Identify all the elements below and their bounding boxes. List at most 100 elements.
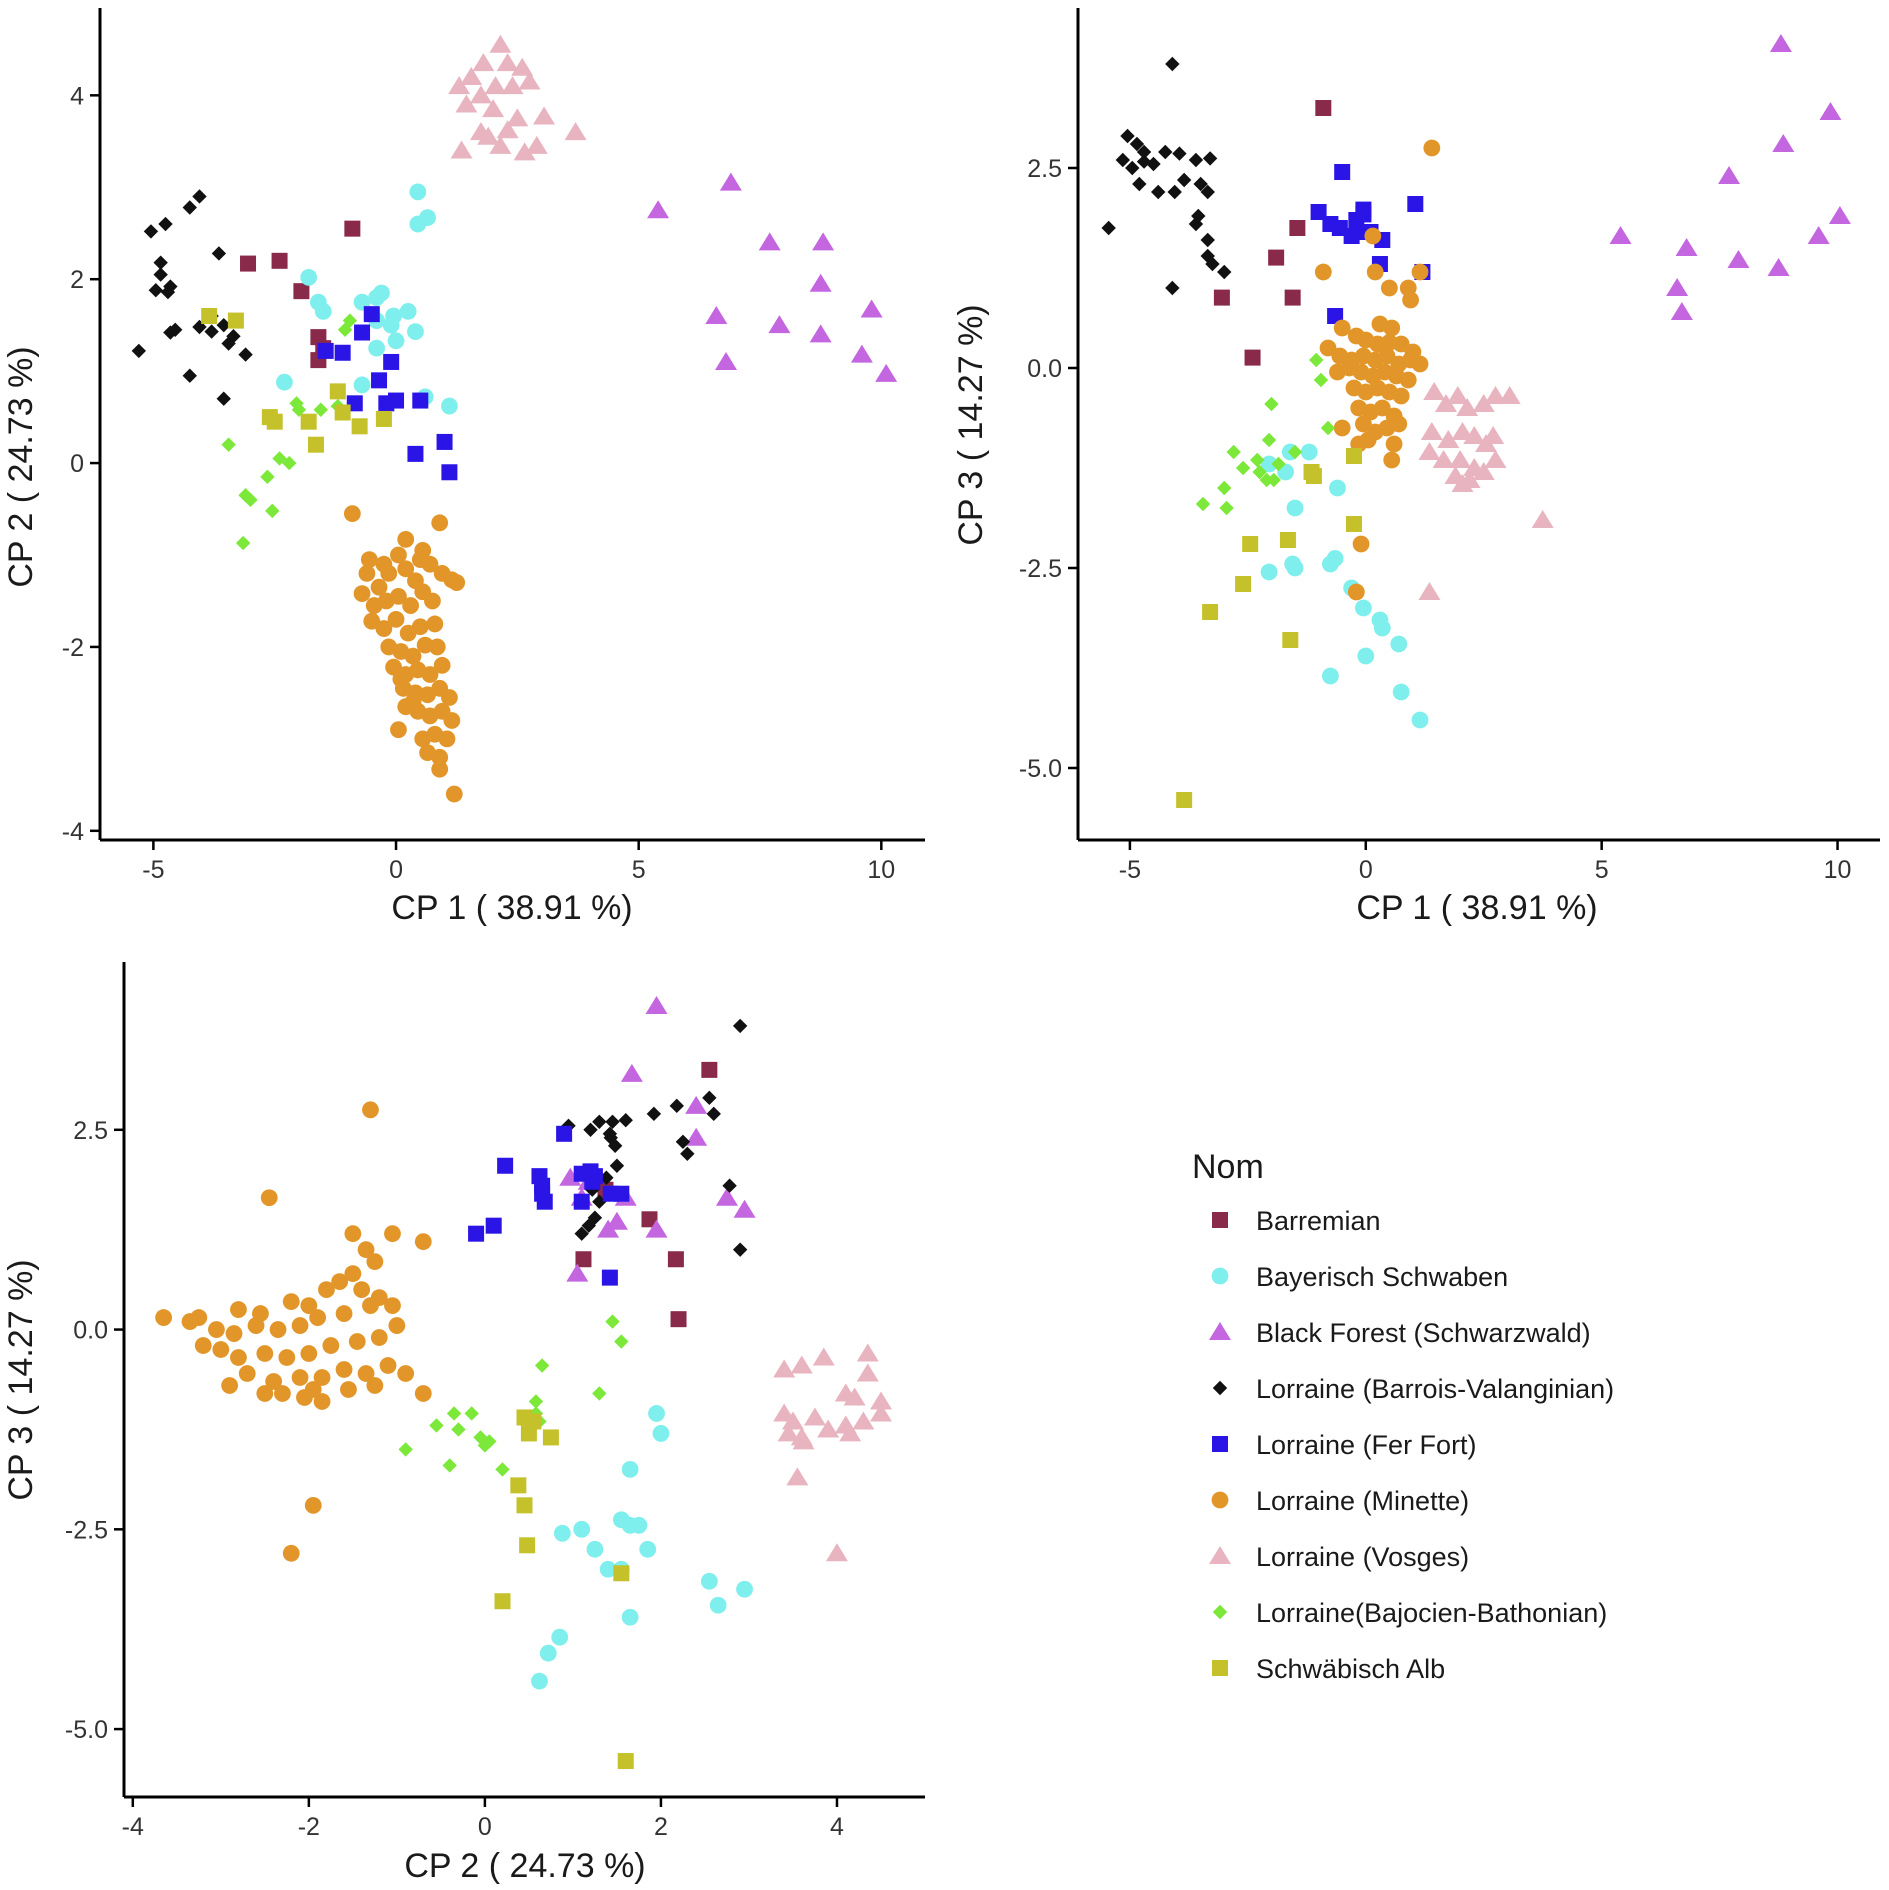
- point-black-forest-schwarzwald: [733, 1199, 756, 1218]
- point-lorraine-bajocien-bathonian: [534, 1358, 550, 1373]
- y-tick-label: -2.5: [65, 1516, 108, 1544]
- point-lorraine-minette: [309, 1309, 327, 1326]
- point-lorraine-vosges: [1420, 422, 1443, 440]
- legend-key-lorraine-barrois-valanginian: [1212, 1380, 1228, 1396]
- point-lorraine-minette: [390, 587, 407, 605]
- y-tick-label: -2: [62, 634, 84, 662]
- point-lorraine-minette: [1364, 227, 1382, 245]
- point-lorraine-barrois-valanginian: [1188, 152, 1204, 168]
- point-barremian: [1268, 249, 1285, 266]
- point-lorraine-bajocien-bathonian: [282, 455, 297, 471]
- point-lorraine-minette: [335, 1305, 353, 1322]
- point-schw-bisch-alb: [1176, 792, 1193, 808]
- point-lorraine-barrois-valanginian: [706, 1106, 721, 1122]
- point-schw-bisch-alb: [1305, 468, 1322, 484]
- point-lorraine-minette: [1399, 371, 1417, 389]
- point-lorraine-minette: [360, 551, 378, 569]
- point-lorraine-bajocien-bathonian: [221, 437, 236, 452]
- point-lorraine-bajocien-bathonian: [1252, 464, 1267, 480]
- legend-key-bayerisch-schwaben: [1211, 1267, 1229, 1285]
- point-lorraine-minette: [208, 1321, 225, 1338]
- point-lorraine-vosges: [484, 76, 507, 95]
- point-lorraine-minette: [1378, 347, 1396, 365]
- point-schw-bisch-alb: [494, 1593, 511, 1610]
- point-lorraine-bajocien-bathonian: [313, 402, 329, 417]
- point-lorraine-fer-fort: [334, 344, 351, 361]
- point-lorraine-minette: [230, 1349, 247, 1366]
- point-black-forest-schwarzwald: [719, 172, 742, 191]
- point-black-forest-schwarzwald: [605, 1211, 628, 1230]
- point-bayerisch-schwaben: [1321, 667, 1339, 685]
- point-lorraine-barrois-valanginian: [1191, 208, 1206, 224]
- point-schw-bisch-alb: [510, 1477, 527, 1494]
- point-bayerisch-schwaben: [300, 268, 318, 286]
- point-lorraine-minette: [411, 618, 429, 636]
- point-lorraine-minette: [1402, 291, 1419, 309]
- point-lorraine-fer-fort: [407, 445, 424, 462]
- point-lorraine-minette: [370, 1329, 388, 1346]
- point-lorraine-minette: [274, 1385, 291, 1402]
- point-lorraine-minette: [256, 1385, 274, 1402]
- x-tick-label: 4: [830, 1813, 844, 1841]
- point-lorraine-vosges: [469, 122, 492, 141]
- point-lorraine-bajocien-bathonian: [1313, 372, 1329, 388]
- point-lorraine-minette: [291, 1369, 309, 1386]
- point-barremian: [670, 1311, 687, 1328]
- point-lorraine-minette: [353, 585, 371, 603]
- point-lorraine-bajocien-bathonian: [1219, 500, 1234, 516]
- legend-key-black-forest-schwarzwald: [1209, 1322, 1231, 1340]
- point-black-forest-schwarzwald: [850, 344, 873, 363]
- point-lorraine-bajocien-bathonian: [398, 1442, 413, 1457]
- point-lorraine-minette: [291, 1317, 309, 1334]
- y-axis-title: CP 2 ( 24.73 %): [2, 346, 40, 587]
- point-lorraine-barrois-valanginian: [1205, 256, 1220, 272]
- point-barremian: [240, 255, 257, 272]
- point-lorraine-vosges: [839, 1423, 862, 1442]
- point-lorraine-vosges: [803, 1407, 826, 1426]
- point-lorraine-minette: [388, 1317, 406, 1334]
- point-lorraine-minette: [269, 1321, 287, 1338]
- point-lorraine-barrois-valanginian: [131, 343, 147, 359]
- point-bayerisch-schwaben: [1286, 499, 1304, 517]
- y-tick-label: 0.0: [73, 1317, 108, 1345]
- point-lorraine-minette: [296, 1389, 313, 1406]
- point-bayerisch-schwaben: [1390, 635, 1408, 653]
- point-lorraine-vosges: [1418, 582, 1441, 600]
- point-lorraine-fer-fort: [1327, 308, 1344, 324]
- point-lorraine-minette: [1333, 319, 1351, 337]
- point-lorraine-minette: [322, 1337, 340, 1354]
- point-black-forest-schwarzwald: [645, 1219, 668, 1238]
- point-lorraine-barrois-valanginian: [160, 284, 176, 300]
- point-lorraine-barrois-valanginian: [163, 279, 178, 294]
- legend-key-barremian: [1212, 1212, 1228, 1228]
- point-lorraine-barrois-valanginian: [153, 255, 168, 270]
- y-axis-title: CP 3 ( 14.27 %): [952, 304, 990, 545]
- x-tick-label: 10: [1824, 856, 1852, 884]
- point-schw-bisch-alb: [1345, 448, 1362, 464]
- point-lorraine-bajocien-bathonian: [1195, 496, 1211, 512]
- point-bayerisch-schwaben: [314, 302, 332, 320]
- y-tick-label: 4: [70, 82, 84, 110]
- point-lorraine-minette: [414, 542, 432, 559]
- point-lorraine-barrois-valanginian: [1158, 144, 1173, 160]
- point-bayerisch-schwaben: [407, 323, 424, 341]
- point-lorraine-barrois-valanginian: [732, 1242, 748, 1257]
- point-lorraine-vosges: [1482, 426, 1505, 444]
- point-black-forest-schwarzwald: [809, 324, 832, 343]
- point-lorraine-minette: [1314, 263, 1332, 281]
- point-lorraine-fer-fort: [383, 353, 400, 370]
- point-black-forest-schwarzwald: [685, 1127, 708, 1146]
- point-lorraine-barrois-valanginian: [204, 324, 219, 339]
- point-schw-bisch-alb: [1202, 604, 1219, 620]
- point-bayerisch-schwaben: [573, 1520, 591, 1538]
- point-lorraine-minette: [404, 693, 422, 711]
- point-black-forest-schwarzwald: [768, 315, 791, 334]
- point-bayerisch-schwaben: [539, 1644, 557, 1662]
- point-lorraine-minette: [445, 785, 463, 803]
- point-schw-bisch-alb: [542, 1429, 559, 1446]
- point-lorraine-barrois-valanginian: [182, 200, 197, 215]
- x-tick-label: -5: [142, 856, 164, 884]
- point-bayerisch-schwaben: [441, 397, 458, 415]
- point-black-forest-schwarzwald: [566, 1263, 589, 1282]
- legend: Nom Barremian Bayerisch Schwaben Black For…: [1192, 1148, 1614, 1684]
